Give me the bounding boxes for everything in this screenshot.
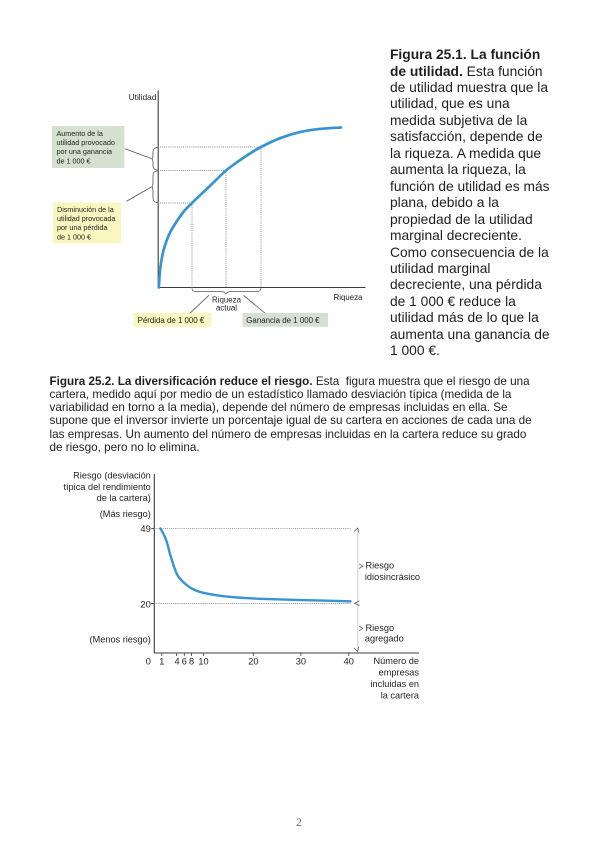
- svg-text:(Más riesgo): (Más riesgo): [100, 509, 151, 519]
- svg-text:Utilidad: Utilidad: [129, 92, 157, 102]
- svg-text:por una pérdida: por una pérdida: [57, 223, 107, 232]
- svg-text:40: 40: [344, 656, 354, 666]
- svg-text:idiosincrásico: idiosincrásico: [365, 572, 420, 582]
- svg-text:30: 30: [296, 656, 306, 666]
- svg-text:8: 8: [189, 656, 194, 666]
- svg-text:4: 4: [174, 656, 179, 666]
- svg-text:por una ganancia: por una ganancia: [57, 147, 113, 156]
- svg-text:49: 49: [140, 523, 150, 534]
- svg-text:Número de: Número de: [374, 656, 419, 666]
- svg-text:Aumento de la: Aumento de la: [57, 129, 103, 138]
- svg-text:utilidad provocada: utilidad provocada: [57, 214, 115, 223]
- svg-text:de 1 000 €: de 1 000 €: [57, 232, 91, 241]
- svg-text:Riesgo: Riesgo: [366, 560, 395, 570]
- svg-text:(Menos riesgo): (Menos riesgo): [90, 634, 151, 644]
- svg-text:de 1 000 €: de 1 000 €: [57, 156, 91, 165]
- svg-text:20: 20: [248, 656, 258, 666]
- svg-text:Riqueza: Riqueza: [212, 296, 242, 305]
- svg-text:actual: actual: [216, 303, 237, 312]
- svg-text:6: 6: [182, 656, 187, 666]
- svg-text:Riqueza: Riqueza: [334, 293, 364, 302]
- svg-text:agregado: agregado: [365, 634, 404, 644]
- svg-text:0: 0: [146, 656, 151, 666]
- svg-text:Riesgo (desviación: Riesgo (desviación: [73, 470, 151, 480]
- svg-text:Riesgo: Riesgo: [366, 623, 395, 633]
- svg-text:de la cartera): de la cartera): [97, 493, 151, 503]
- svg-text:10: 10: [198, 656, 208, 666]
- svg-text:1: 1: [159, 656, 164, 666]
- svg-text:incluidas en: incluidas en: [370, 679, 419, 689]
- svg-text:Disminución de la: Disminución de la: [57, 205, 114, 214]
- svg-text:la cartera: la cartera: [381, 691, 420, 701]
- svg-text:utilidad provocado: utilidad provocado: [57, 138, 115, 147]
- svg-text:empresas: empresas: [379, 667, 420, 677]
- svg-text:20: 20: [140, 598, 150, 609]
- svg-text:típica del rendimiento: típica del rendimiento: [63, 482, 150, 492]
- svg-text:Ganancia de 1 000 €: Ganancia de 1 000 €: [246, 316, 320, 325]
- svg-text:Pérdida de 1 000 €: Pérdida de 1 000 €: [138, 316, 205, 325]
